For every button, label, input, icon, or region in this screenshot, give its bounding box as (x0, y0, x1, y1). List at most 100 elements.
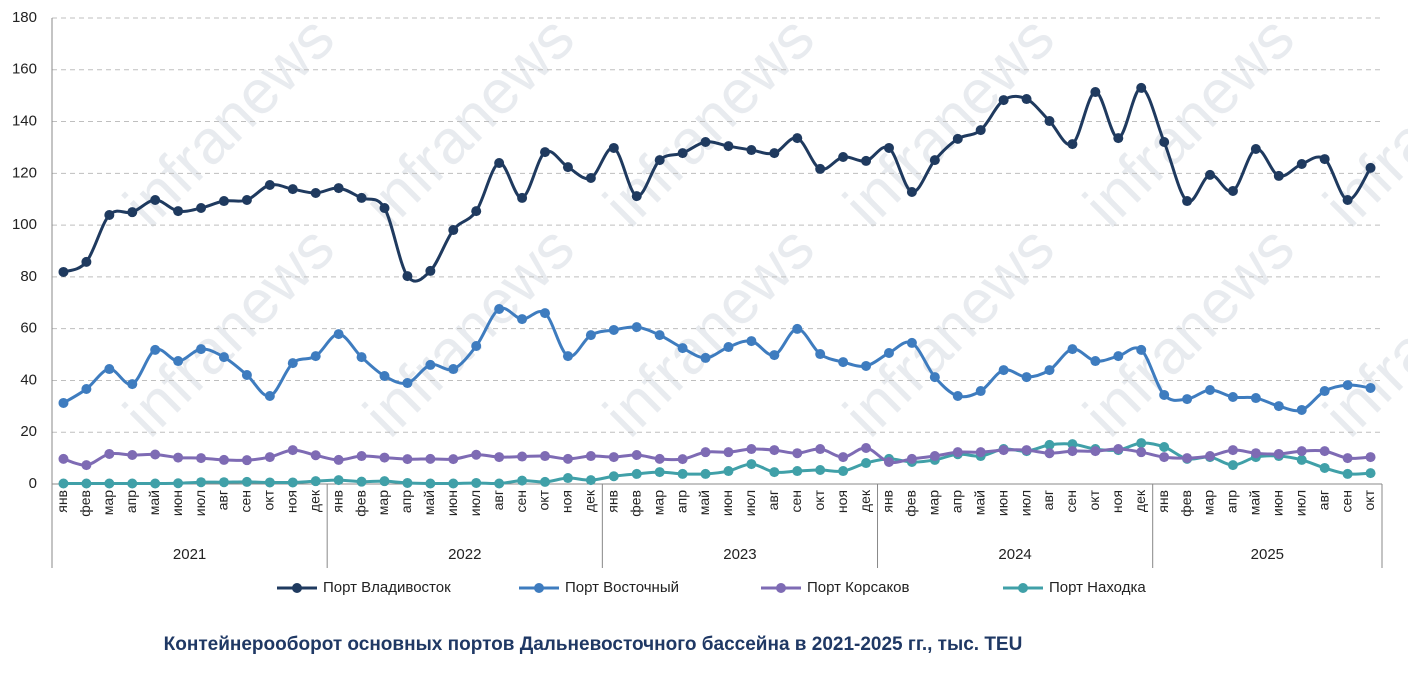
data-point (861, 443, 872, 454)
data-point (815, 349, 826, 360)
data-point (1342, 468, 1353, 479)
data-point (1365, 468, 1376, 479)
data-point (81, 460, 92, 471)
data-point (631, 450, 642, 461)
data-point (173, 206, 184, 217)
data-point (838, 452, 849, 463)
data-point (1365, 162, 1376, 173)
legend-label: Порт Владивосток (323, 579, 451, 596)
data-point (494, 157, 505, 168)
data-point (540, 308, 551, 319)
x-tick-label: сен (238, 490, 254, 513)
data-point (1159, 452, 1170, 463)
data-point (562, 453, 573, 464)
data-point (562, 351, 573, 362)
legend-label: Порт Восточный (565, 579, 679, 596)
data-point (402, 271, 413, 282)
data-point (1319, 446, 1330, 457)
x-tick-label: мар (1201, 490, 1217, 515)
x-tick-label: фев (627, 490, 643, 517)
data-point (333, 454, 344, 465)
data-point (723, 466, 734, 477)
legend-marker (292, 583, 302, 593)
data-point (471, 477, 482, 488)
x-tick-label: июл (192, 490, 208, 516)
x-tick-label: янв (54, 490, 70, 513)
x-tick-label: июл (467, 490, 483, 516)
x-tick-label: апр (948, 490, 964, 513)
data-point (196, 344, 207, 355)
data-point (1319, 154, 1330, 165)
x-tick-label: апр (1224, 490, 1240, 513)
data-point (81, 478, 92, 489)
data-point (425, 359, 436, 370)
x-tick-label: авг (765, 490, 781, 510)
data-point (838, 152, 849, 163)
x-tick-label: июн (994, 490, 1010, 516)
data-point (1067, 446, 1078, 457)
data-point (402, 378, 413, 389)
x-tick-label: июн (1270, 490, 1286, 516)
data-point (906, 337, 917, 348)
data-point (1342, 194, 1353, 205)
x-tick-label: янв (329, 490, 345, 513)
data-point (1044, 448, 1055, 459)
data-point (998, 445, 1009, 456)
data-point (196, 453, 207, 464)
data-point (494, 478, 505, 489)
data-point (1021, 372, 1032, 383)
data-point (104, 210, 115, 221)
data-point (1296, 446, 1307, 457)
data-point (264, 477, 275, 488)
series-line (63, 441, 1371, 486)
data-point (952, 447, 963, 458)
data-point (1342, 453, 1353, 464)
x-tick-label: дек (306, 489, 322, 512)
data-point (1296, 159, 1307, 170)
data-point (677, 454, 688, 465)
x-tick-label: янв (605, 490, 621, 513)
x-tick-label: июн (719, 490, 735, 516)
data-point (1227, 460, 1238, 471)
data-point (769, 148, 780, 159)
data-point (173, 356, 184, 367)
x-tick-label: май (146, 490, 162, 515)
data-point (1250, 143, 1261, 154)
x-tick-label: июл (1292, 490, 1308, 516)
x-tick-label: фев (903, 490, 919, 517)
data-point (471, 341, 482, 352)
y-tick-label: 40 (20, 371, 37, 388)
data-point (952, 133, 963, 144)
data-point (264, 390, 275, 401)
data-point (929, 372, 940, 383)
data-point (241, 194, 252, 205)
data-point (1044, 365, 1055, 376)
x-tick-label: фев (352, 490, 368, 517)
group-label: 2025 (1251, 546, 1284, 563)
data-point (723, 447, 734, 458)
data-point (1227, 392, 1238, 403)
x-tick-label: апр (673, 490, 689, 513)
group-label: 2022 (448, 546, 481, 563)
data-point (310, 188, 321, 199)
watermark: infranews (831, 213, 1067, 449)
data-point (998, 365, 1009, 376)
y-tick-label: 60 (20, 320, 37, 337)
data-point (540, 476, 551, 487)
x-tick-label: фев (1178, 490, 1194, 517)
data-point (883, 348, 894, 359)
data-point (929, 451, 940, 462)
data-point (654, 453, 665, 464)
x-tick-label: апр (398, 490, 414, 513)
data-point (631, 322, 642, 333)
data-point (81, 383, 92, 394)
data-point (1090, 87, 1101, 98)
x-tick-label: мар (100, 490, 116, 515)
data-point (218, 477, 229, 488)
data-point (1182, 394, 1193, 405)
data-point (1021, 94, 1032, 105)
data-point (1067, 139, 1078, 150)
watermark: infranews (351, 213, 587, 449)
data-point (1136, 82, 1147, 93)
data-point (494, 452, 505, 463)
